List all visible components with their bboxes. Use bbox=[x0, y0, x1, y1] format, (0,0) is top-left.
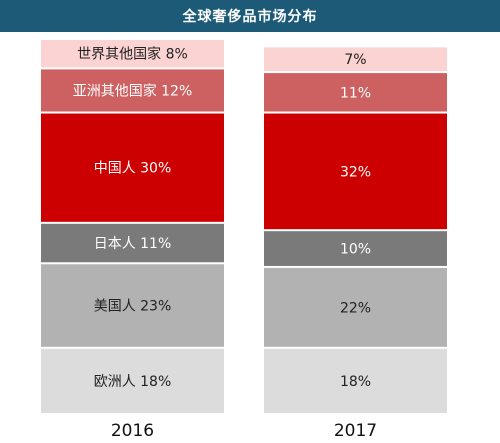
segment-label-2016-0: 欧洲人 18% bbox=[94, 374, 172, 390]
bar-segment-2016-4 bbox=[41, 69, 224, 112]
bar-segment-2016-0 bbox=[41, 348, 224, 413]
segment-label-2016-1: 美国人 23% bbox=[94, 299, 172, 315]
bar-segment-2017-2 bbox=[264, 231, 447, 266]
segment-label-2017-2: 10% bbox=[340, 242, 371, 258]
segment-label-2017-3: 32% bbox=[340, 164, 371, 180]
chart-title: 全球奢侈品市场分布 bbox=[182, 9, 318, 25]
bar-segment-2016-2 bbox=[41, 223, 224, 263]
bar-segment-2017-1 bbox=[264, 267, 447, 347]
bar-segment-2017-5 bbox=[264, 47, 447, 72]
segment-label-2017-4: 11% bbox=[340, 85, 371, 101]
bar-segment-2017-4 bbox=[264, 73, 447, 112]
segment-label-2017-1: 22% bbox=[340, 300, 371, 316]
bar-segment-2017-0 bbox=[264, 348, 447, 413]
segment-label-2017-5: 7% bbox=[344, 52, 366, 68]
segment-label-2016-4: 亚洲其他国家 12% bbox=[73, 82, 193, 99]
segment-label-2017-0: 18% bbox=[340, 374, 371, 390]
title-bar: 全球奢侈品市场分布 bbox=[0, 0, 500, 32]
bar-segment-2016-3 bbox=[41, 113, 224, 222]
bar-segment-2016-1 bbox=[41, 264, 224, 347]
segment-label-2016-3: 中国人 30% bbox=[94, 161, 172, 177]
bar-segment-2016-5 bbox=[41, 40, 224, 68]
x-tick-label-2016: 2016 bbox=[111, 421, 154, 441]
bar-segment-2017-3 bbox=[264, 113, 447, 230]
segment-label-2016-5: 世界其他国家 8% bbox=[77, 46, 188, 63]
x-tick-label-2017: 2017 bbox=[334, 421, 377, 441]
segment-label-2016-2: 日本人 11% bbox=[94, 236, 172, 252]
